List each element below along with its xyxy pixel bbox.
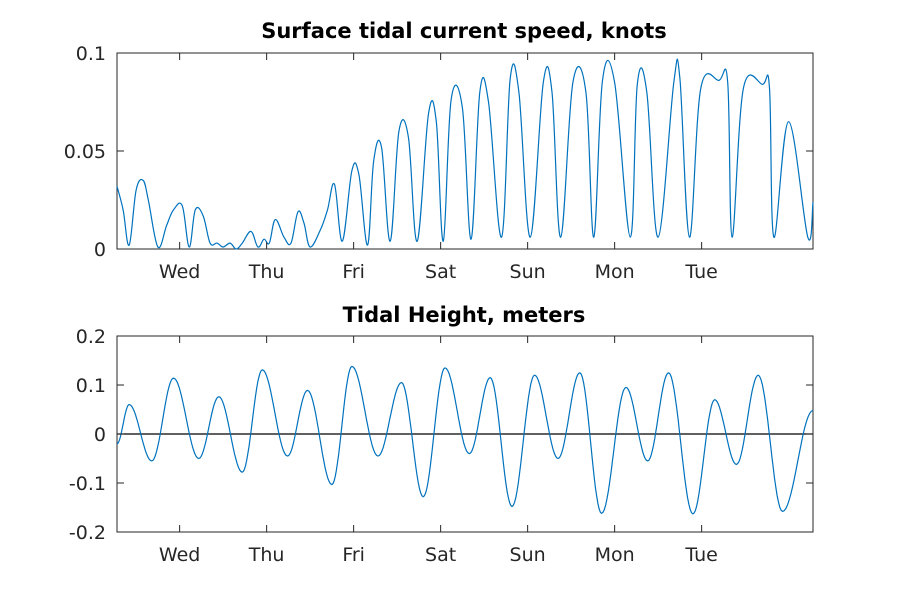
x-tick-label: Fri: [342, 261, 365, 283]
x-tick-label: Sat: [425, 261, 456, 283]
y-tick-label: 0.1: [76, 43, 106, 65]
x-tick-label: Wed: [159, 261, 200, 283]
current-speed-plot-area: [116, 58, 814, 250]
tidal-height-plot-area: [116, 365, 814, 515]
x-tick-label: Wed: [159, 544, 200, 566]
x-tick-label: Mon: [595, 544, 635, 566]
y-tick-label: 0: [94, 424, 106, 446]
x-tick-label: Thu: [248, 544, 285, 566]
y-tick-label: 0.05: [64, 141, 106, 163]
x-tick-label: Fri: [342, 544, 365, 566]
x-tick-label: Mon: [595, 261, 635, 283]
tidal-height-title: Tidal Height, meters: [343, 303, 586, 327]
x-tick-label: Sat: [425, 544, 456, 566]
y-tick-label: -0.1: [69, 473, 106, 495]
tidal-height-x-axis: Wed Thu Fri Sat Sun Mon Tue: [159, 336, 718, 566]
x-tick-label: Tue: [684, 261, 717, 283]
x-tick-label: Sun: [510, 261, 546, 283]
current-speed-x-axis: Wed Thu Fri Sat Sun Mon Tue: [159, 53, 718, 283]
tidal-height-y-axis: -0.2 -0.1 0 0.1 0.2: [69, 326, 813, 544]
y-tick-label: -0.2: [69, 522, 106, 544]
tidal-height-chart: Tidal Height, meters Wed Thu Fri Sat Sun Mon T…: [69, 303, 814, 566]
y-tick-label: 0: [94, 239, 106, 261]
y-tick-label: 0.1: [76, 375, 106, 397]
y-tick-label: 0.2: [76, 326, 106, 348]
x-tick-label: Thu: [248, 261, 285, 283]
current-speed-series-line: [116, 58, 814, 250]
tidal-height-series-line: [116, 365, 814, 515]
current-speed-title: Surface tidal current speed, knots: [261, 19, 667, 43]
current-speed-chart: Surface tidal current speed, knots Wed Th…: [64, 19, 814, 283]
current-speed-y-axis: 0 0.05 0.1: [64, 43, 813, 261]
x-tick-label: Tue: [684, 544, 717, 566]
x-tick-label: Sun: [510, 544, 546, 566]
